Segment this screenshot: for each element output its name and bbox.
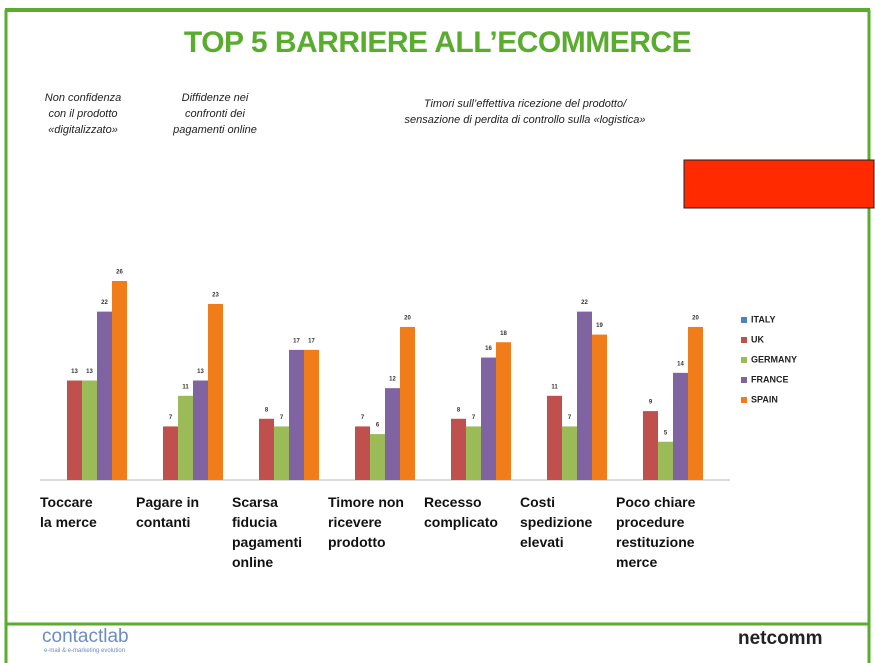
data-label: 6 [376, 423, 380, 429]
data-label: 14 [677, 361, 684, 367]
x-tick-label: Recesso complicato [424, 494, 498, 530]
bar [259, 418, 274, 480]
bar [451, 418, 466, 480]
data-label: 18 [500, 331, 507, 337]
bar [385, 388, 400, 480]
x-tick-label: Pagare in contanti [136, 494, 200, 530]
bar [208, 303, 223, 480]
bar [112, 281, 127, 480]
x-tick-label: Toccare la merce [40, 494, 97, 530]
bar [673, 372, 688, 480]
data-label: 11 [551, 384, 558, 390]
annotation: Non confidenza con il prodotto «digitali… [44, 92, 122, 136]
x-tick-label: Timore non ricevere prodotto [328, 494, 404, 550]
data-label: 26 [116, 270, 123, 276]
bar [274, 426, 289, 480]
bar [370, 434, 385, 480]
legend-label: GERMANY [751, 354, 797, 364]
data-label: 17 [308, 338, 315, 344]
data-label: 7 [280, 415, 284, 421]
data-label: 13 [86, 369, 93, 375]
legend-label: FRANCE [751, 374, 789, 384]
legend-swatch [741, 377, 747, 383]
bar [658, 441, 673, 480]
data-label: 23 [212, 293, 219, 299]
data-label: 5 [664, 430, 668, 436]
data-label: 11 [182, 384, 189, 390]
bar [355, 426, 370, 480]
annotation: Timori sull’effettiva ricezione del prod… [404, 98, 646, 126]
bar [547, 395, 562, 480]
data-label: 12 [389, 377, 396, 383]
data-label: 7 [169, 415, 173, 421]
x-tick-label: Scarsa fiducia pagamenti online [232, 494, 303, 570]
bar [304, 349, 319, 480]
data-label: 8 [457, 407, 461, 413]
data-label: 19 [596, 323, 603, 329]
data-label: 7 [568, 415, 572, 421]
data-label: 22 [581, 300, 588, 306]
data-label: 7 [361, 415, 365, 421]
bar [688, 326, 703, 480]
bar [67, 380, 82, 480]
bar [289, 349, 304, 480]
bar [163, 426, 178, 480]
bar [178, 395, 193, 480]
bar [481, 357, 496, 480]
logo-tagline: e-mail & e-marketing evolution [44, 648, 126, 654]
data-label: 22 [101, 300, 108, 306]
legend-swatch [741, 357, 747, 363]
data-label: 13 [197, 369, 204, 375]
data-label: 13 [71, 369, 78, 375]
legend-swatch [741, 397, 747, 403]
logo: netcomm [738, 628, 823, 649]
legend-swatch [741, 317, 747, 323]
data-label: 17 [293, 338, 300, 344]
legend-label: SPAIN [751, 394, 778, 404]
data-label: 8 [265, 407, 269, 413]
bar [643, 411, 658, 480]
bar [193, 380, 208, 480]
x-tick-label: Poco chiare procedure restituzione merce [616, 494, 696, 570]
bar [496, 342, 511, 480]
red-box [683, 159, 875, 209]
legend-label: UK [751, 334, 764, 344]
bar [562, 426, 577, 480]
data-label: 9 [649, 400, 653, 406]
data-label: 16 [485, 346, 492, 352]
bar [97, 311, 112, 480]
x-tick-label: Costi spedizione elevati [520, 494, 593, 550]
bar [577, 311, 592, 480]
bar [400, 326, 415, 480]
data-label: 20 [692, 316, 699, 322]
legend-swatch [741, 337, 747, 343]
bar [592, 334, 607, 480]
legend-label: ITALY [751, 314, 776, 324]
bar [466, 426, 481, 480]
annotation: Diffidenze nei confronti dei pagamenti o… [173, 92, 257, 136]
data-label: 7 [472, 415, 476, 421]
chart-title: TOP 5 BARRIERE ALL’ECOMMERCE [183, 26, 692, 59]
bar [82, 380, 97, 480]
logo: contactlab [42, 626, 129, 647]
data-label: 20 [404, 316, 411, 322]
